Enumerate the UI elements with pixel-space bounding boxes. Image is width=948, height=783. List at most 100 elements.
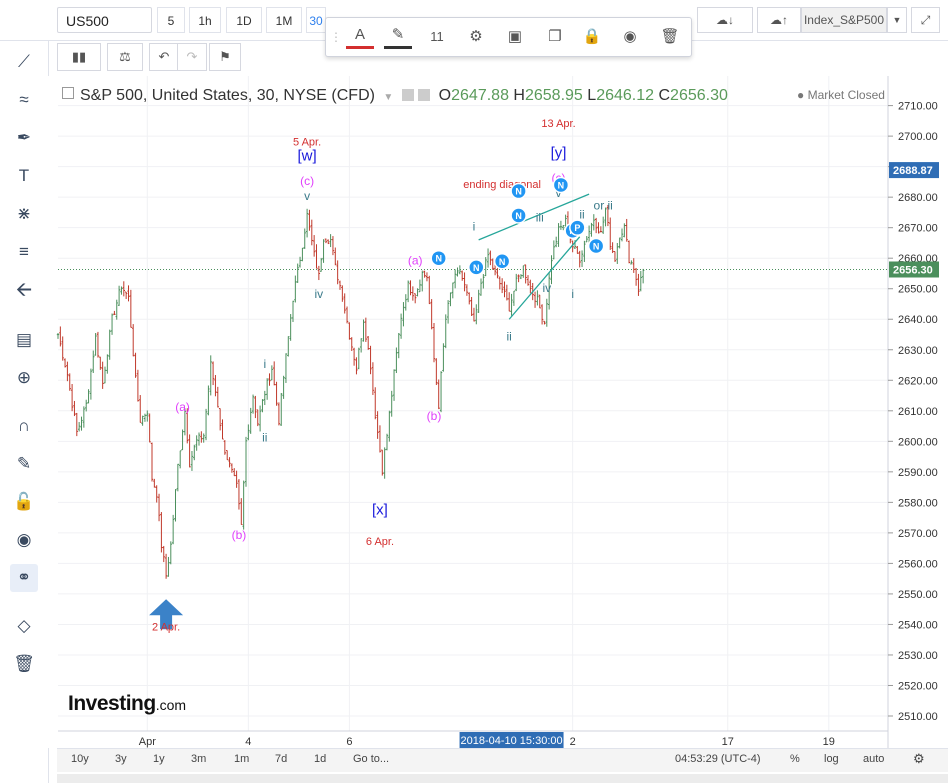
eye-icon[interactable]: ◉ <box>16 530 32 549</box>
wave-label: [x] <box>372 502 388 519</box>
logo-name: Investing <box>68 692 156 715</box>
pitchfork-icon[interactable]: ≈ <box>19 90 29 109</box>
range-3m[interactable]: 3m <box>191 753 207 765</box>
price-tick-label: 2610.00 <box>898 406 938 418</box>
news-badge-letter: N <box>499 257 506 267</box>
price-tick-label: 2600.00 <box>898 436 938 448</box>
lock-drawing-icon[interactable]: ✎ <box>16 454 32 473</box>
unlock-icon[interactable]: 🔓 <box>13 492 35 511</box>
news-badge-letter: N <box>473 263 480 273</box>
candles-layer <box>56 204 645 579</box>
bar-style-icon[interactable]: ▮▮ <box>57 43 101 71</box>
cloud-download-icon[interactable]: ☁↓ <box>697 7 753 33</box>
left-toolbar: ✛ ⟋ ≈ ✒ T ⋇ ≡ 🡨 ▤ ⊕ ∩ ✎ 🔓 ◉ ⚭ ◇ 🗑 <box>0 0 49 783</box>
link-icon[interactable]: ⚭ <box>10 564 38 592</box>
layers-icon[interactable]: ◇ <box>17 616 31 635</box>
cloud-upload-icon[interactable]: ☁↑ <box>757 7 801 33</box>
arrow-left-icon[interactable]: 🡨 <box>15 279 33 301</box>
crosshair-time-bg <box>459 732 564 748</box>
wave-label: (c) <box>300 174 314 188</box>
range-1m[interactable]: 1m <box>234 753 250 765</box>
chevron-down-icon[interactable]: ▼ <box>887 7 907 33</box>
low-label: L <box>587 87 597 104</box>
wave-label: 5 Apr. <box>293 136 321 148</box>
log-toggle[interactable]: log <box>824 753 839 765</box>
wave-label: iii <box>536 211 544 225</box>
settings-square-icon[interactable] <box>401 89 414 101</box>
text-tool-icon[interactable]: T <box>18 166 30 185</box>
forecast-icon[interactable]: ▤ <box>15 330 33 349</box>
news-badge-icon <box>510 207 527 224</box>
range-1d[interactable]: 1d <box>314 753 327 765</box>
zoom-icon[interactable]: ⊕ <box>16 368 32 387</box>
collapse-icon[interactable] <box>62 87 74 99</box>
open-label: O <box>438 87 452 104</box>
undo-icon[interactable]: ↶ <box>149 43 179 71</box>
wave-label: ii <box>507 330 512 344</box>
ending-diagonal-line <box>478 193 590 241</box>
compare-icon[interactable]: ⚖ <box>107 43 143 71</box>
drawing-properties-toolbar: ⋮ A ✎ 11 ⚙ ▣ ❐ 🔒 ◉ 🗑 <box>325 17 692 57</box>
timeframe-1m[interactable]: 1M <box>266 7 302 33</box>
price-label: 2688.87 <box>893 165 933 177</box>
clone-icon[interactable]: ❐ <box>548 28 562 45</box>
horizontal-scrollbar[interactable] <box>57 774 948 783</box>
goto-button[interactable]: Go to... <box>353 753 390 765</box>
pattern-icon[interactable]: ⋇ <box>16 204 32 223</box>
font-size-select[interactable]: 11 <box>430 29 444 44</box>
news-badge-icon <box>510 182 527 200</box>
low-value: 2646.12 <box>596 87 655 104</box>
wave-label: 6 Apr. <box>366 536 394 548</box>
brush-icon[interactable]: ✒ <box>16 128 32 147</box>
fullscreen-icon[interactable]: ⤢ <box>911 7 940 33</box>
delete-drawing-icon[interactable]: 🗑 <box>660 28 680 45</box>
news-badge-icon <box>569 219 586 236</box>
symbol-input[interactable]: US500 <box>57 7 152 33</box>
timeframe-30[interactable]: 30 <box>306 7 326 33</box>
visibility-eye-icon[interactable]: ◉ <box>623 28 637 45</box>
dropdown-icon[interactable]: ▼ <box>383 92 394 103</box>
text-color-icon[interactable]: A <box>346 24 374 49</box>
instrument-title: S&P 500, United States, 30, NYSE (CFD) <box>80 87 375 104</box>
logo-suffix: .com <box>155 697 187 713</box>
market-status: ● Market Closed <box>797 88 885 102</box>
alert-icon[interactable]: ⚑ <box>209 43 241 71</box>
wave-label: v <box>556 186 562 200</box>
template-icon[interactable]: ▣ <box>507 28 523 45</box>
range-1y[interactable]: 1y <box>153 753 165 765</box>
redo-icon[interactable]: ↷ <box>177 43 207 71</box>
range-7d[interactable]: 7d <box>275 753 288 765</box>
wave-label: [y] <box>551 144 567 161</box>
news-badge-letter: N <box>558 180 565 190</box>
magnet-icon[interactable]: ∩ <box>17 416 31 435</box>
ending-diagonal-line <box>508 236 581 320</box>
timeframe-1d[interactable]: 1D <box>226 7 262 33</box>
auto-toggle[interactable]: auto <box>863 753 885 765</box>
range-10y[interactable]: 10y <box>71 753 89 765</box>
price-label: 2656.30 <box>893 264 933 276</box>
wave-label: iv <box>542 281 551 295</box>
wave-label: 13 Apr. <box>541 118 575 130</box>
trash-icon[interactable]: 🗑 <box>13 654 35 673</box>
lock-icon[interactable]: 🔒 <box>582 28 602 45</box>
trendline-icon[interactable]: ⟋ <box>18 52 30 71</box>
wave-label: ii <box>579 208 584 222</box>
right-top-controls: ☁↓ ☁↑ Index_S&P500 ▼ ⤢ <box>697 7 940 33</box>
chart-layout-name[interactable]: Index_S&P500 <box>801 7 887 33</box>
drag-handle-icon[interactable]: ⋮ <box>330 30 342 44</box>
range-3y[interactable]: 3y <box>115 753 127 765</box>
fib-icon[interactable]: ≡ <box>19 242 29 261</box>
wave-label: (a) <box>408 253 423 267</box>
settings-gear-icon[interactable]: ⚙ <box>913 751 925 766</box>
percent-toggle[interactable]: % <box>790 753 800 765</box>
time-tick-label: Apr <box>139 736 156 748</box>
price-tick-label: 2550.00 <box>898 589 938 601</box>
timeframe-1h[interactable]: 1h <box>189 7 221 33</box>
timeframe-5[interactable]: 5 <box>157 7 185 33</box>
settings-icon[interactable]: ⚙ <box>469 28 483 45</box>
price-tick-label: 2620.00 <box>898 375 938 387</box>
line-color-icon[interactable]: ✎ <box>384 24 412 49</box>
time-tick-label: 2 <box>570 736 576 748</box>
close-square-icon[interactable] <box>418 89 431 101</box>
